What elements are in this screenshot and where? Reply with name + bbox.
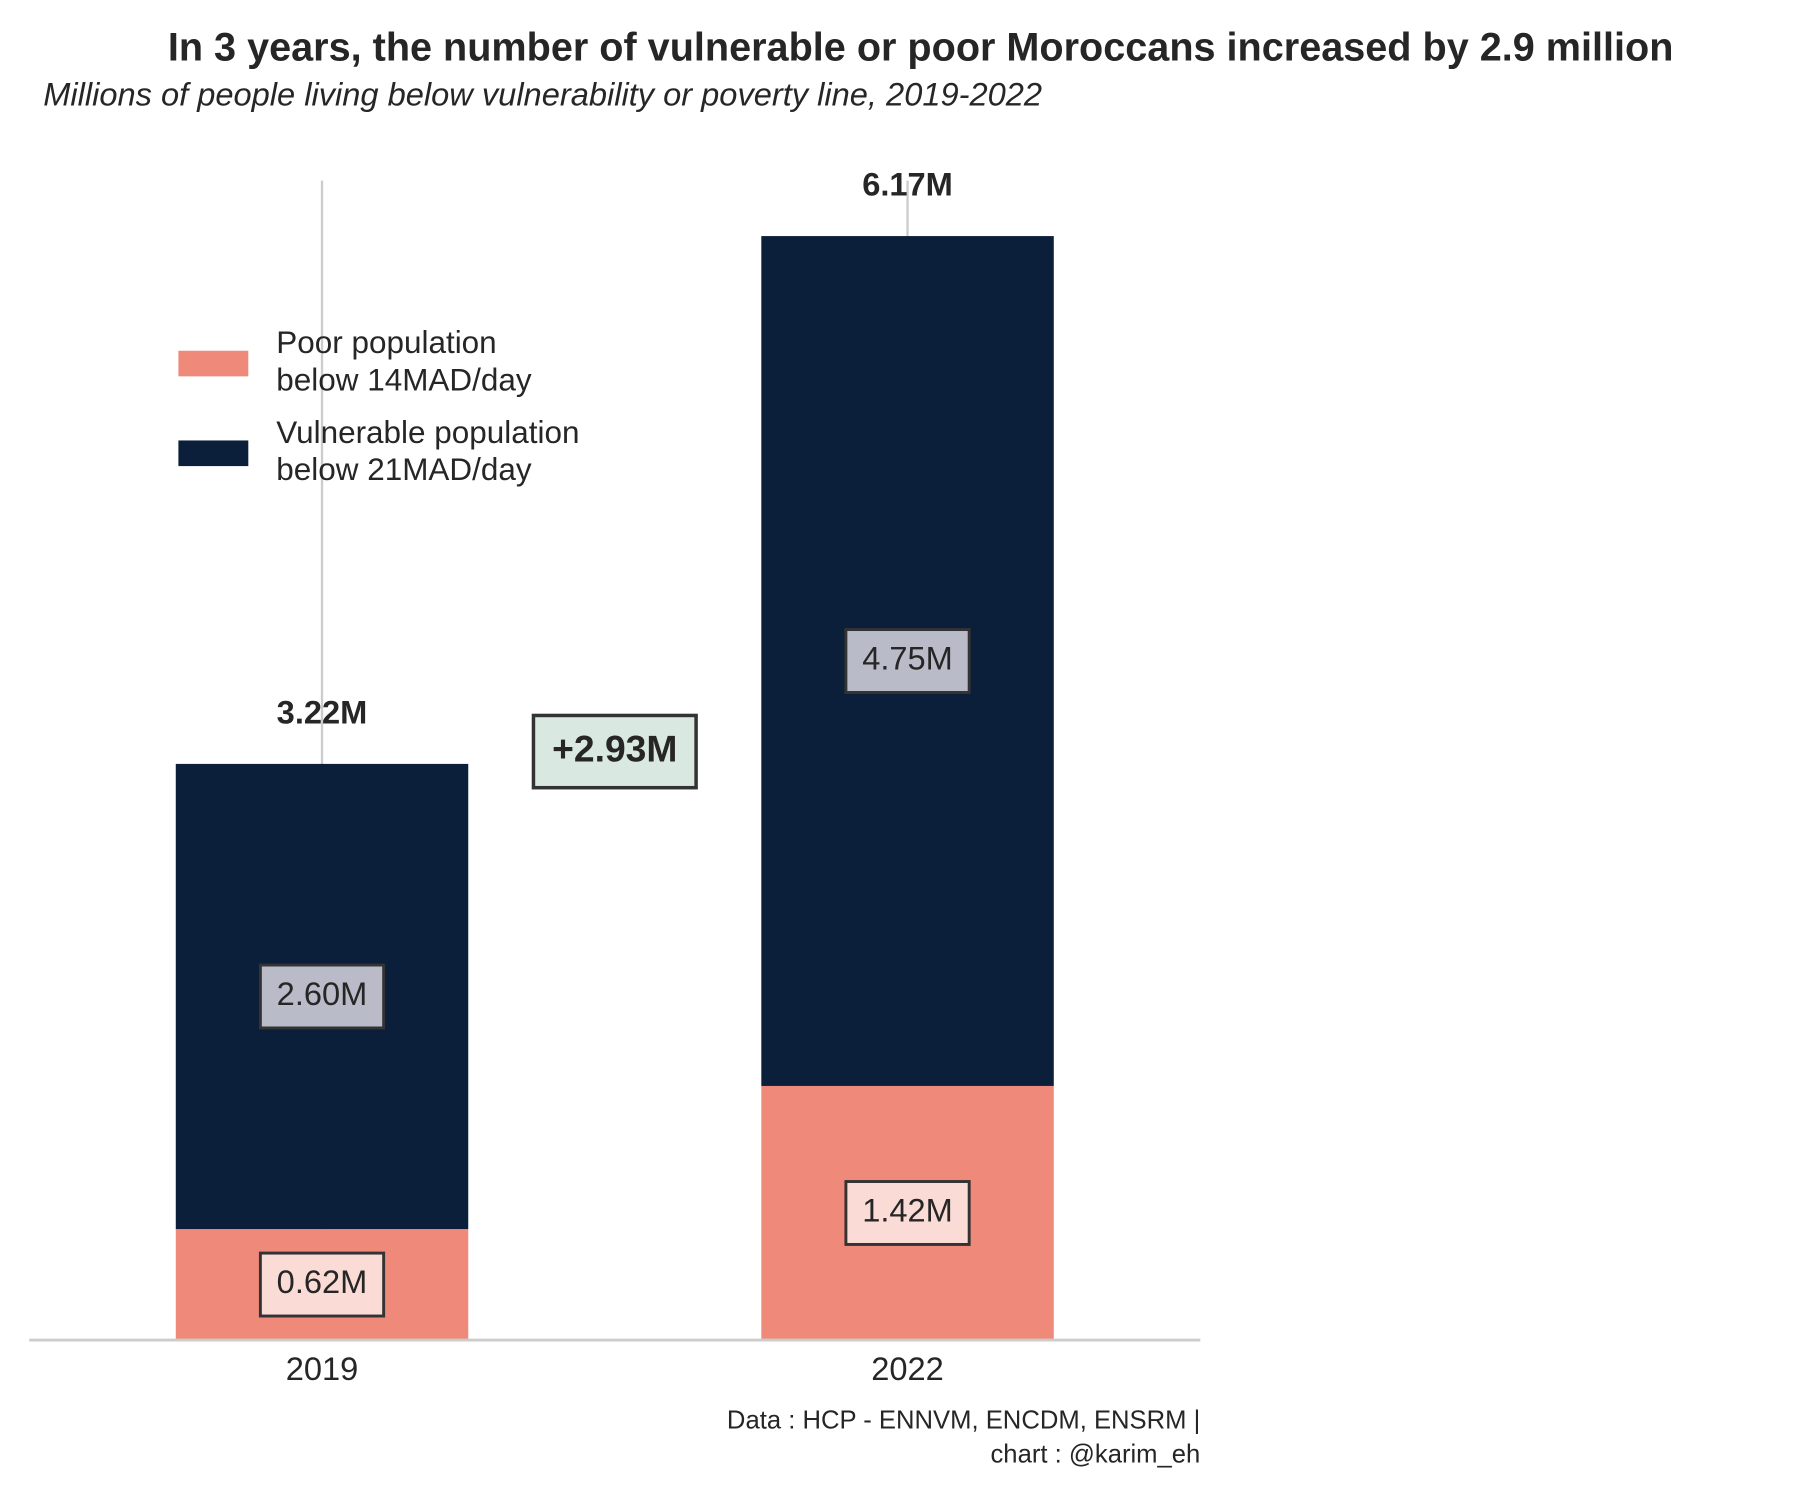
value-label-group: 0.62M [258,1251,386,1318]
legend-label-box: Poor population below 14MAD/day [276,325,532,398]
value-label-group: 1.42M [844,1180,971,1246]
value-label: 2.60M [277,975,368,1012]
legend-label: Vulnerable population below 21MAD/day [276,414,580,488]
value-label: 4.75M [862,640,953,677]
source: Data : HCP - ENNVM, ENCDM, ENSRM | chart… [726,1405,1201,1468]
label-box [258,1251,386,1318]
label-box [844,628,971,694]
x-tick-label: 2022 [871,1350,944,1387]
source-box: Data : HCP - ENNVM, ENCDM, ENSRM | chart… [726,1405,1201,1468]
x-tick-label: 2019 [286,1350,359,1387]
total-label: 3.22M [277,694,368,731]
value-label: 1.42M [862,1192,953,1229]
label-box [844,1180,971,1246]
legend-label-box: Vulnerable population below 21MAD/day [276,414,580,488]
value-label: 0.62M [277,1263,368,1300]
total-label: 6.17M [862,166,953,203]
value-label: +2.93M [552,727,677,769]
value-label-group: 2.60M [258,963,386,1030]
chart-subtitle: Millions of people living below vulnerab… [43,75,1042,112]
label-box [258,963,386,1030]
legend-swatch [178,440,249,467]
legend-label: Poor population below 14MAD/day [276,325,532,398]
label-box [531,713,698,790]
value-label-group: +2.93M [531,713,698,790]
value-label-group: 4.75M [844,628,971,694]
chart-title: In 3 years, the number of vulnerable or … [168,26,1674,70]
legend-swatch [178,350,249,377]
